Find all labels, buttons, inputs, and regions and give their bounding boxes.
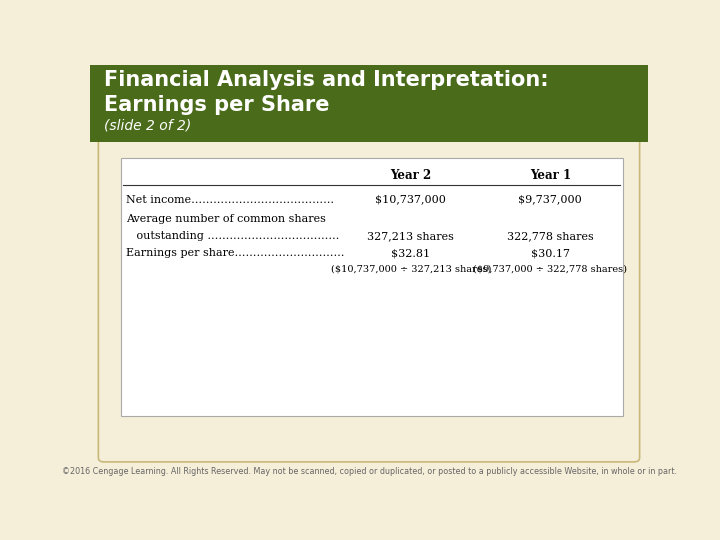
Text: 322,778 shares: 322,778 shares <box>507 232 594 241</box>
Text: Average number of common shares: Average number of common shares <box>126 214 326 225</box>
Bar <box>90 65 648 141</box>
Text: $10,737,000: $10,737,000 <box>375 194 446 205</box>
Text: $30.17: $30.17 <box>531 248 570 259</box>
FancyBboxPatch shape <box>121 158 623 416</box>
Text: Financial Analysis and Interpretation:: Financial Analysis and Interpretation: <box>104 70 549 90</box>
Text: Year 2: Year 2 <box>390 168 431 182</box>
Text: Net income…………………………………: Net income………………………………… <box>126 194 334 205</box>
Text: $32.81: $32.81 <box>391 248 431 259</box>
Text: (slide 2 of 2): (slide 2 of 2) <box>104 118 192 132</box>
Text: outstanding ………………………………: outstanding ……………………………… <box>126 232 340 241</box>
Text: Earnings per Share: Earnings per Share <box>104 94 330 114</box>
Text: ($9,737,000 ÷ 322,778 shares): ($9,737,000 ÷ 322,778 shares) <box>473 265 627 273</box>
FancyBboxPatch shape <box>99 79 639 462</box>
Text: Earnings per share…………………………: Earnings per share………………………… <box>126 248 345 259</box>
Text: 327,213 shares: 327,213 shares <box>367 232 454 241</box>
Text: ($10,737,000 ÷ 327,213 shares): ($10,737,000 ÷ 327,213 shares) <box>330 265 491 273</box>
Text: ©2016 Cengage Learning. All Rights Reserved. May not be scanned, copied or dupli: ©2016 Cengage Learning. All Rights Reser… <box>61 468 677 476</box>
Text: Year 1: Year 1 <box>530 168 571 182</box>
Text: $9,737,000: $9,737,000 <box>518 194 582 205</box>
